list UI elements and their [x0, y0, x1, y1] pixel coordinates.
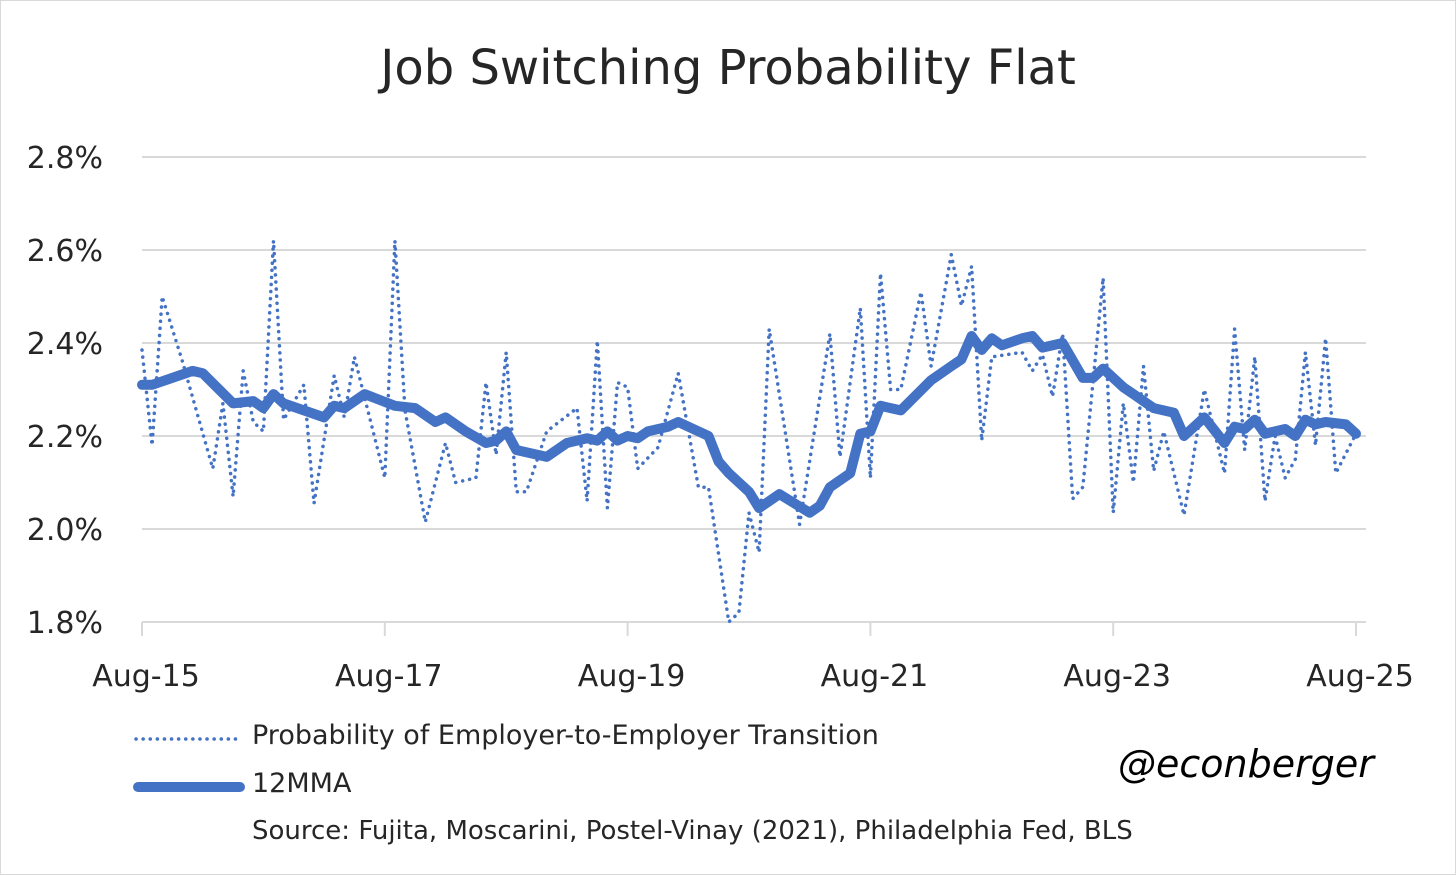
source-note: Source: Fujita, Moscarini, Postel-Vinay …: [252, 816, 1133, 846]
y-tick-label: 1.8%: [27, 606, 103, 641]
chart-title: Job Switching Probability Flat: [380, 40, 1076, 96]
legend-label-12mma: 12MMA: [252, 768, 352, 799]
y-tick-label: 2.4%: [27, 327, 103, 362]
author-handle: @econberger: [1118, 742, 1374, 786]
series-line-12mma: [137, 331, 1361, 518]
x-tick-label: Aug-19: [578, 659, 686, 694]
series-line-transition: [140, 238, 1358, 624]
x-tick-label: Aug-17: [335, 659, 443, 694]
y-tick-label: 2.2%: [27, 420, 103, 455]
x-tick-label: Aug-23: [1063, 659, 1171, 694]
y-tick-label: 2.0%: [27, 513, 103, 548]
y-tick-label: 2.8%: [27, 141, 103, 176]
x-tick-label: Aug-21: [821, 659, 929, 694]
y-tick-label: 2.6%: [27, 234, 103, 269]
legend-label-transition: Probability of Employer-to-Employer Tran…: [252, 720, 879, 751]
x-tick-label: Aug-25: [1306, 659, 1414, 694]
x-tick-label: Aug-15: [92, 659, 200, 694]
